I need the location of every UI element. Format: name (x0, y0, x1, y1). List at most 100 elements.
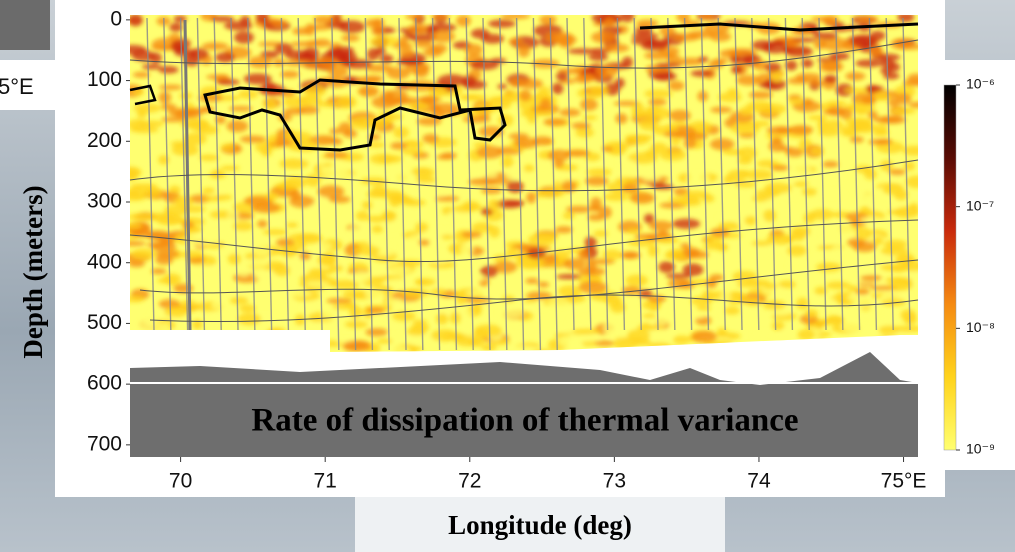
field-patch (872, 92, 891, 102)
profile-line (650, 17, 659, 331)
field-patch (618, 161, 638, 173)
colorbar (943, 84, 957, 451)
field-patch (764, 182, 793, 194)
field-patch (415, 222, 429, 233)
field-patch (803, 212, 816, 224)
field-patch (586, 261, 597, 274)
field-patch (365, 306, 385, 314)
field-patch (702, 244, 728, 250)
field-patch (355, 210, 370, 221)
field-patch (544, 253, 558, 264)
field-patch (545, 31, 574, 43)
profile-line (381, 17, 390, 351)
field-patch (701, 15, 714, 20)
field-patch (187, 118, 210, 131)
field-patch (317, 254, 338, 267)
field-patch (252, 243, 271, 257)
field-patch (253, 270, 271, 280)
field-patch (882, 184, 905, 195)
field-patch (814, 286, 828, 295)
field-patch (668, 80, 685, 91)
field-patch (796, 297, 809, 310)
field-patch (739, 106, 754, 116)
field-patch (523, 164, 535, 173)
field-patch (680, 242, 691, 249)
profile-line (146, 17, 155, 331)
field-patch (872, 255, 894, 262)
field-patch (745, 297, 761, 306)
profile-line (835, 17, 844, 331)
field-patch (511, 243, 539, 250)
field-patch (844, 87, 870, 93)
field-patch (905, 175, 918, 189)
field-patch (900, 309, 917, 321)
field-patch (752, 330, 768, 339)
field-patch (532, 136, 553, 146)
field-patch (316, 101, 338, 107)
field-patch (580, 98, 598, 111)
y-tick-label: 0 (110, 7, 122, 30)
field-patch (683, 190, 710, 200)
field-patch (891, 108, 916, 115)
field-patch (508, 38, 523, 45)
field-patch (280, 70, 300, 79)
field-patch (210, 15, 235, 22)
field-patch (780, 329, 792, 336)
field-patch (283, 107, 306, 115)
field-patch (841, 320, 868, 333)
field-patch (839, 107, 853, 120)
field-patch (851, 34, 878, 48)
field-patch (519, 89, 532, 102)
field-patch (683, 136, 697, 149)
x-axis-label: Longitude (deg) (448, 510, 632, 540)
field-patch (430, 329, 459, 342)
field-patch (400, 335, 427, 344)
y-tick-label: 200 (87, 129, 122, 152)
field-patch (739, 202, 756, 210)
field-patch (818, 191, 846, 198)
profile-line (465, 17, 474, 351)
y-tick-label: 700 (87, 432, 122, 455)
field-patch (282, 131, 313, 142)
field-patch (888, 169, 906, 176)
field-patch (422, 133, 439, 144)
field-patch (295, 260, 310, 274)
field-patch (678, 57, 704, 66)
field-patch (638, 118, 659, 131)
field-patch (329, 128, 342, 135)
field-patch (198, 154, 219, 161)
field-patch (189, 194, 211, 204)
field-patch (893, 325, 918, 333)
field-patch (341, 34, 360, 42)
field-patch (170, 158, 201, 166)
field-patch (430, 30, 456, 43)
field-patch (545, 188, 566, 197)
field-patch (299, 251, 311, 261)
profile-line (784, 17, 794, 331)
profile-line (532, 17, 542, 351)
profile-line (499, 17, 508, 351)
field-patch (462, 79, 487, 90)
field-patch (149, 52, 162, 64)
field-patch (634, 233, 658, 240)
field-patch (590, 197, 602, 210)
field-patch (349, 224, 367, 236)
field-patch (809, 209, 835, 220)
field-patch (382, 97, 410, 106)
field-patch (642, 172, 661, 182)
field-patch (575, 127, 595, 138)
field-patch (826, 281, 851, 290)
profile-line (482, 17, 491, 351)
field-patch (847, 285, 858, 293)
field-patch (878, 325, 900, 335)
field-patch (239, 135, 267, 143)
field-patch (483, 171, 498, 179)
field-patch (343, 59, 373, 69)
field-patch (433, 86, 448, 95)
x-tick-label: 71 (314, 470, 337, 493)
field-patch (670, 136, 681, 146)
field-patch (855, 59, 883, 68)
profile-line (230, 17, 239, 331)
field-patch (784, 235, 795, 243)
field-patch (305, 40, 320, 47)
